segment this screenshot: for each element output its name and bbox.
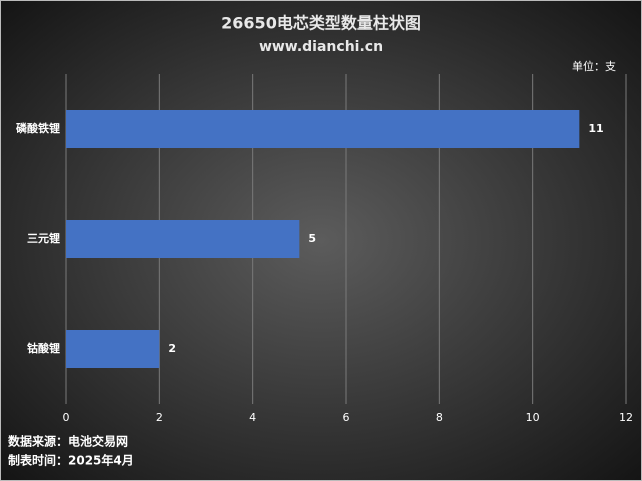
source-note: 数据来源：电池交易网: [8, 434, 128, 449]
bar: [66, 330, 160, 368]
data-label: 2: [168, 342, 176, 355]
y-tick-label: 磷酸铁锂: [16, 121, 60, 135]
data-label: 11: [588, 122, 603, 135]
data-label: 5: [308, 232, 316, 245]
x-tick-label: 6: [343, 411, 350, 424]
y-tick-label: 钴酸锂: [27, 341, 60, 355]
chart-title: 26650电芯类型数量柱状图: [221, 14, 421, 33]
x-tick-label: 0: [63, 411, 70, 424]
date-note: 制表时间：2025年4月: [8, 453, 134, 468]
chart-subtitle: www.dianchi.cn: [259, 39, 383, 55]
unit-label: 单位：支: [572, 59, 616, 73]
x-tick-label: 2: [156, 411, 163, 424]
bar: [66, 220, 300, 258]
x-tick-label: 4: [249, 411, 256, 424]
x-tick-label: 12: [619, 411, 633, 424]
x-tick-label: 8: [436, 411, 443, 424]
bar: [66, 110, 580, 148]
y-tick-label: 三元锂: [27, 231, 60, 245]
x-tick-label: 10: [526, 411, 540, 424]
